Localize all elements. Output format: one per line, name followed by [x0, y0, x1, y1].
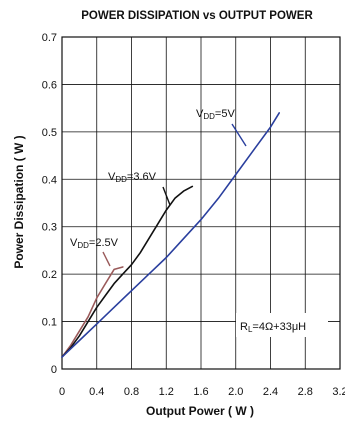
series-lines [61, 112, 281, 358]
series-label-leader [162, 186, 171, 206]
x-tick-label: 2.4 [263, 386, 278, 398]
series-labels: VDD=2.5V VDD=3.6V VDD=5V RL=4Ω+33μH [70, 108, 328, 337]
x-tick-label: 2.0 [228, 386, 243, 398]
x-tick-label: 3.2 [332, 386, 345, 398]
y-tick-label: 0.5 [42, 127, 57, 139]
y-tick-label: 0.2 [42, 269, 57, 281]
chart-title: POWER DISSIPATION vs OUTPUT POWER [81, 10, 313, 22]
x-tick-label: 1.2 [159, 386, 174, 398]
grid-lines [62, 37, 340, 369]
y-axis-title: Power Dissipation ( W ) [12, 135, 26, 268]
x-tick-label: 2.8 [298, 386, 313, 398]
plot-frame [61, 36, 341, 370]
x-tick-label: 1.6 [193, 386, 208, 398]
series-line-vdd-5v [61, 112, 281, 358]
x-tick-label: 0.8 [124, 386, 139, 398]
x-axis-title: Output Power ( W ) [146, 404, 254, 418]
series-label-leader [231, 123, 247, 147]
x-tick-label: 0 [59, 386, 65, 398]
tick-labels: 0 0.4 0.8 1.2 1.6 2.0 2.4 2.8 3.2 0 0.1 0.2 0.3 0.4 0.… [42, 32, 345, 398]
series-line-vdd-2-5v [61, 266, 124, 358]
series-label-vdd-2-5v: VDD=2.5V [70, 237, 119, 250]
series-label-leader [102, 251, 111, 267]
series-label-vdd-3-6v: VDD=3.6V [108, 171, 157, 184]
y-tick-label: 0.7 [42, 32, 57, 44]
y-tick-label: 0.1 [42, 317, 57, 329]
load-annotation: RL=4Ω+33μH [240, 321, 306, 334]
x-tick-label: 0.4 [89, 386, 104, 398]
y-tick-label: 0.3 [42, 222, 57, 234]
y-tick-label: 0.6 [42, 79, 57, 91]
y-tick-label: 0.4 [42, 174, 57, 186]
series-line-vdd-3-6v [61, 185, 194, 358]
load-annotation-box [236, 313, 328, 337]
y-tick-label: 0 [51, 364, 57, 376]
series-label-vdd-5v: VDD=5V [196, 108, 235, 121]
